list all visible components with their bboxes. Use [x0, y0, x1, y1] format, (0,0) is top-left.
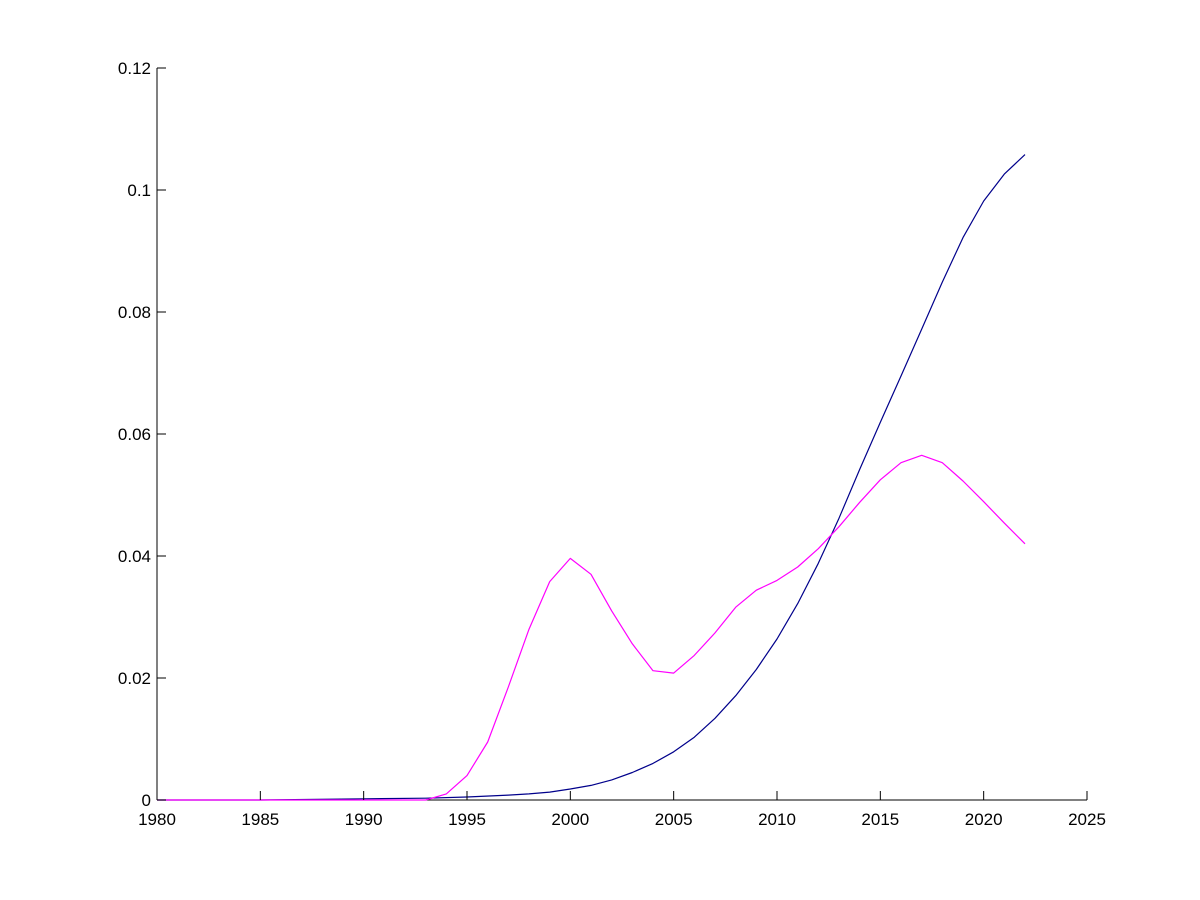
y-tick-label: 0.06	[118, 425, 151, 444]
y-tick-label: 0.04	[118, 547, 151, 566]
x-tick-label: 2020	[965, 810, 1003, 829]
series-layer	[157, 154, 1026, 801]
x-tick-label: 2005	[655, 810, 693, 829]
x-tick-label: 1980	[138, 810, 176, 829]
x-tick-label: 2000	[551, 810, 589, 829]
x-tick-label: 1990	[345, 810, 383, 829]
x-tick-label: 2010	[758, 810, 796, 829]
x-tick-label: 1995	[448, 810, 486, 829]
ticks-layer: 1980 1985 1990 1995 2000 2005 2010 2015 2020 2025…	[118, 59, 1106, 829]
y-tick-label: 0.1	[127, 181, 151, 200]
y-tick-label: 0.08	[118, 303, 151, 322]
y-tick-label: 0	[142, 791, 151, 810]
x-tick-label: 2015	[861, 810, 899, 829]
x-tick-label: 1985	[241, 810, 279, 829]
y-tick-label: 0.02	[118, 669, 151, 688]
series-line-2	[157, 454, 1026, 801]
x-tick-label: 2025	[1068, 810, 1106, 829]
series-line-1	[157, 154, 1026, 801]
axes	[156, 68, 1087, 801]
y-tick-label: 0.12	[118, 59, 151, 78]
